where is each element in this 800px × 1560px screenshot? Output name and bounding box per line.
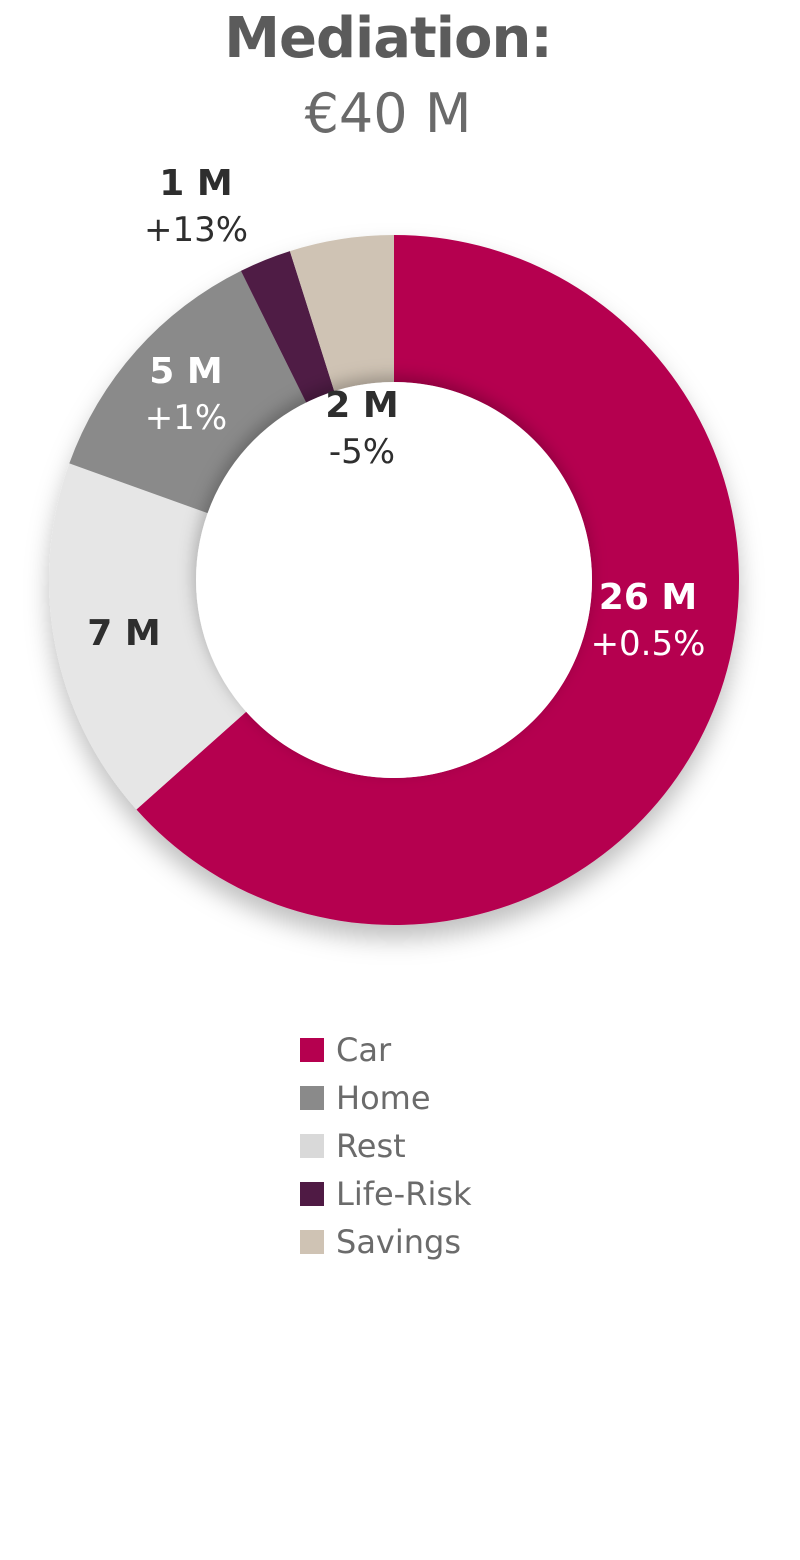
legend-item-savings: Savings [300,1218,472,1266]
slice-life-risk [240,251,335,403]
legend-label-home: Home [336,1079,431,1117]
value-label-life-risk: 1 M [159,163,232,204]
chart-title: Mediation: [224,6,552,71]
legend-label-car: Car [336,1031,392,1069]
slice-home [69,270,307,514]
legend-swatch-life-risk [300,1182,324,1206]
value-label-rest: 7 M [87,613,160,654]
legend-item-car: Car [300,1026,472,1074]
legend-swatch-rest [300,1134,324,1158]
change-label-car: +0.5% [591,624,706,664]
legend-label-life-risk: Life-Risk [336,1175,472,1213]
value-label-home: 5 M [149,351,222,392]
change-label-home: +1% [145,398,227,438]
legend-swatch-home [300,1086,324,1110]
legend-label-rest: Rest [336,1127,406,1165]
slice-car [136,235,739,926]
slice-rest [49,463,247,810]
value-label-car: 26 M [599,577,697,618]
legend-swatch-savings [300,1230,324,1254]
legend-swatch-car [300,1038,324,1062]
legend-item-rest: Rest [300,1122,472,1170]
value-label-savings: 2 M [325,385,398,426]
change-label-savings: -5% [329,432,395,472]
legend: Car Home Rest Life-Risk Savings [300,1026,472,1266]
legend-item-life-risk: Life-Risk [300,1170,472,1218]
legend-item-home: Home [300,1074,472,1122]
change-label-life-risk: +13% [144,210,248,250]
legend-label-savings: Savings [336,1223,462,1261]
slice-savings [289,235,394,392]
donut-hole [196,382,592,778]
chart-subtitle: €40 M [304,82,472,145]
donut-chart: 26 M +0.5% 7 M 5 M +1% 1 M +13% 2 M -5% [49,163,739,926]
